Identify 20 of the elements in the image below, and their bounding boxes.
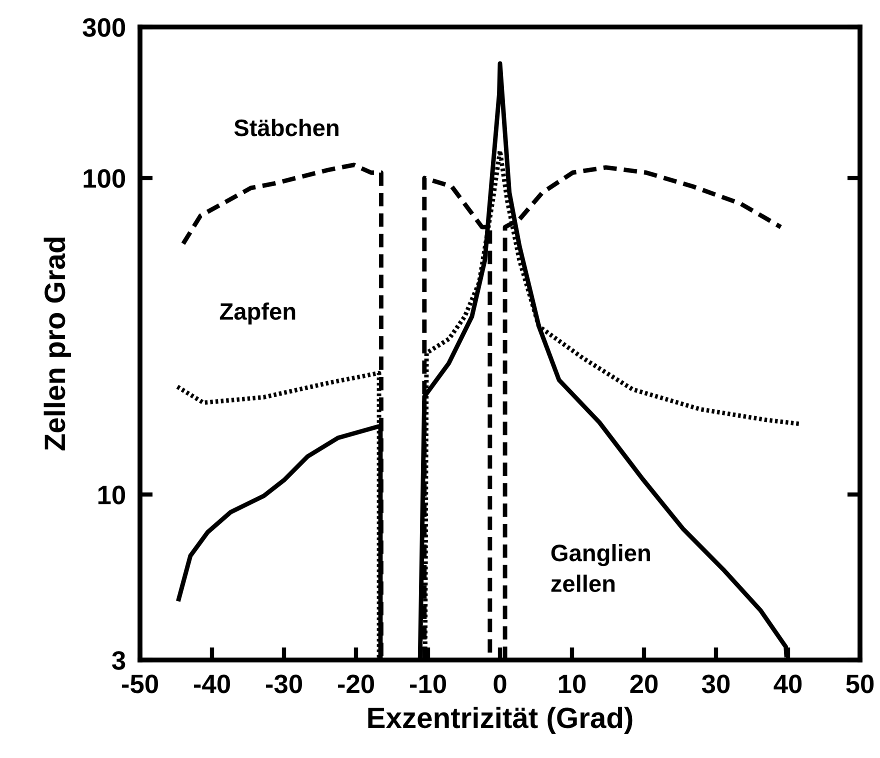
text: Zapfen: [220, 302, 296, 325]
x-tick-label: 10: [558, 674, 586, 694]
x-tick-label: -50: [122, 674, 158, 694]
x-tick-label: 50: [846, 674, 874, 694]
x-tick-label: -10: [410, 674, 446, 694]
series-label: Stäbchen: [234, 118, 338, 136]
x-tick-label: 20: [630, 674, 658, 694]
x-axis-title: Exzentrizität (Grad): [368, 706, 632, 734]
x-tick-label: 40: [774, 674, 802, 694]
y-tick-label: 100: [84, 169, 126, 188]
x-tick-label: -20: [338, 674, 374, 694]
y-tick-label: 10: [98, 486, 126, 504]
x-tick-label: -30: [266, 674, 302, 694]
y-tick-label: 3: [112, 651, 126, 670]
x-tick-label: 0: [494, 674, 506, 694]
x-tick-label: -40: [194, 674, 230, 694]
y-axis-title: Zellen pro Grad: [44, 238, 71, 450]
y-tick-label: 300: [82, 18, 126, 37]
series-label: Ganglien zellen: [551, 544, 650, 592]
x-tick-label: 30: [702, 674, 730, 694]
